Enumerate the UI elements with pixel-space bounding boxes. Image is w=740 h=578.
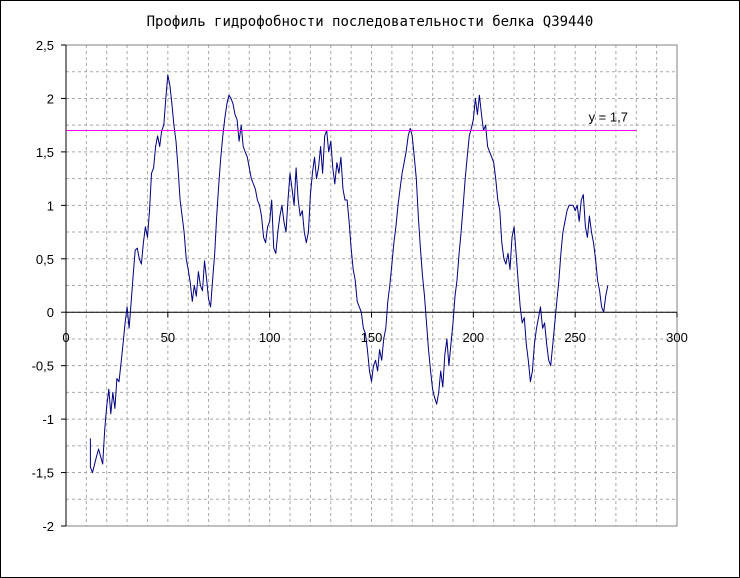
chart-title: Профиль гидрофобности последовательности…	[147, 14, 594, 30]
plot-area: 2,5 2 1,5 1 0,5 0 -0,5 -1 -1,5 -2 0 50 100 150 200 250 3…	[32, 38, 688, 534]
x-tick-label: 0	[62, 330, 69, 345]
y-tick-label: 2,5	[36, 38, 54, 53]
x-tick-label: 200	[462, 330, 484, 345]
y-tick-label: -1,5	[32, 466, 54, 481]
threshold-label: y = 1,7	[589, 110, 628, 125]
x-tick-label: 250	[564, 330, 586, 345]
x-tick-label: 300	[666, 330, 688, 345]
x-tick-label: 150	[361, 330, 383, 345]
y-tick-label: -0,5	[32, 359, 54, 374]
y-tick-label: 2	[47, 91, 54, 106]
hydrophobicity-profile-line	[89, 74, 609, 474]
x-tick-label: 100	[259, 330, 281, 345]
y-tick-label: -1	[42, 412, 54, 427]
y-tick-label: 0	[47, 305, 54, 320]
x-tick-label: 50	[161, 330, 175, 345]
y-tick-label: -2	[42, 519, 54, 534]
y-tick-label: 1	[47, 198, 54, 213]
y-tick-label: 1,5	[36, 145, 54, 160]
y-tick-label: 0,5	[36, 252, 54, 267]
